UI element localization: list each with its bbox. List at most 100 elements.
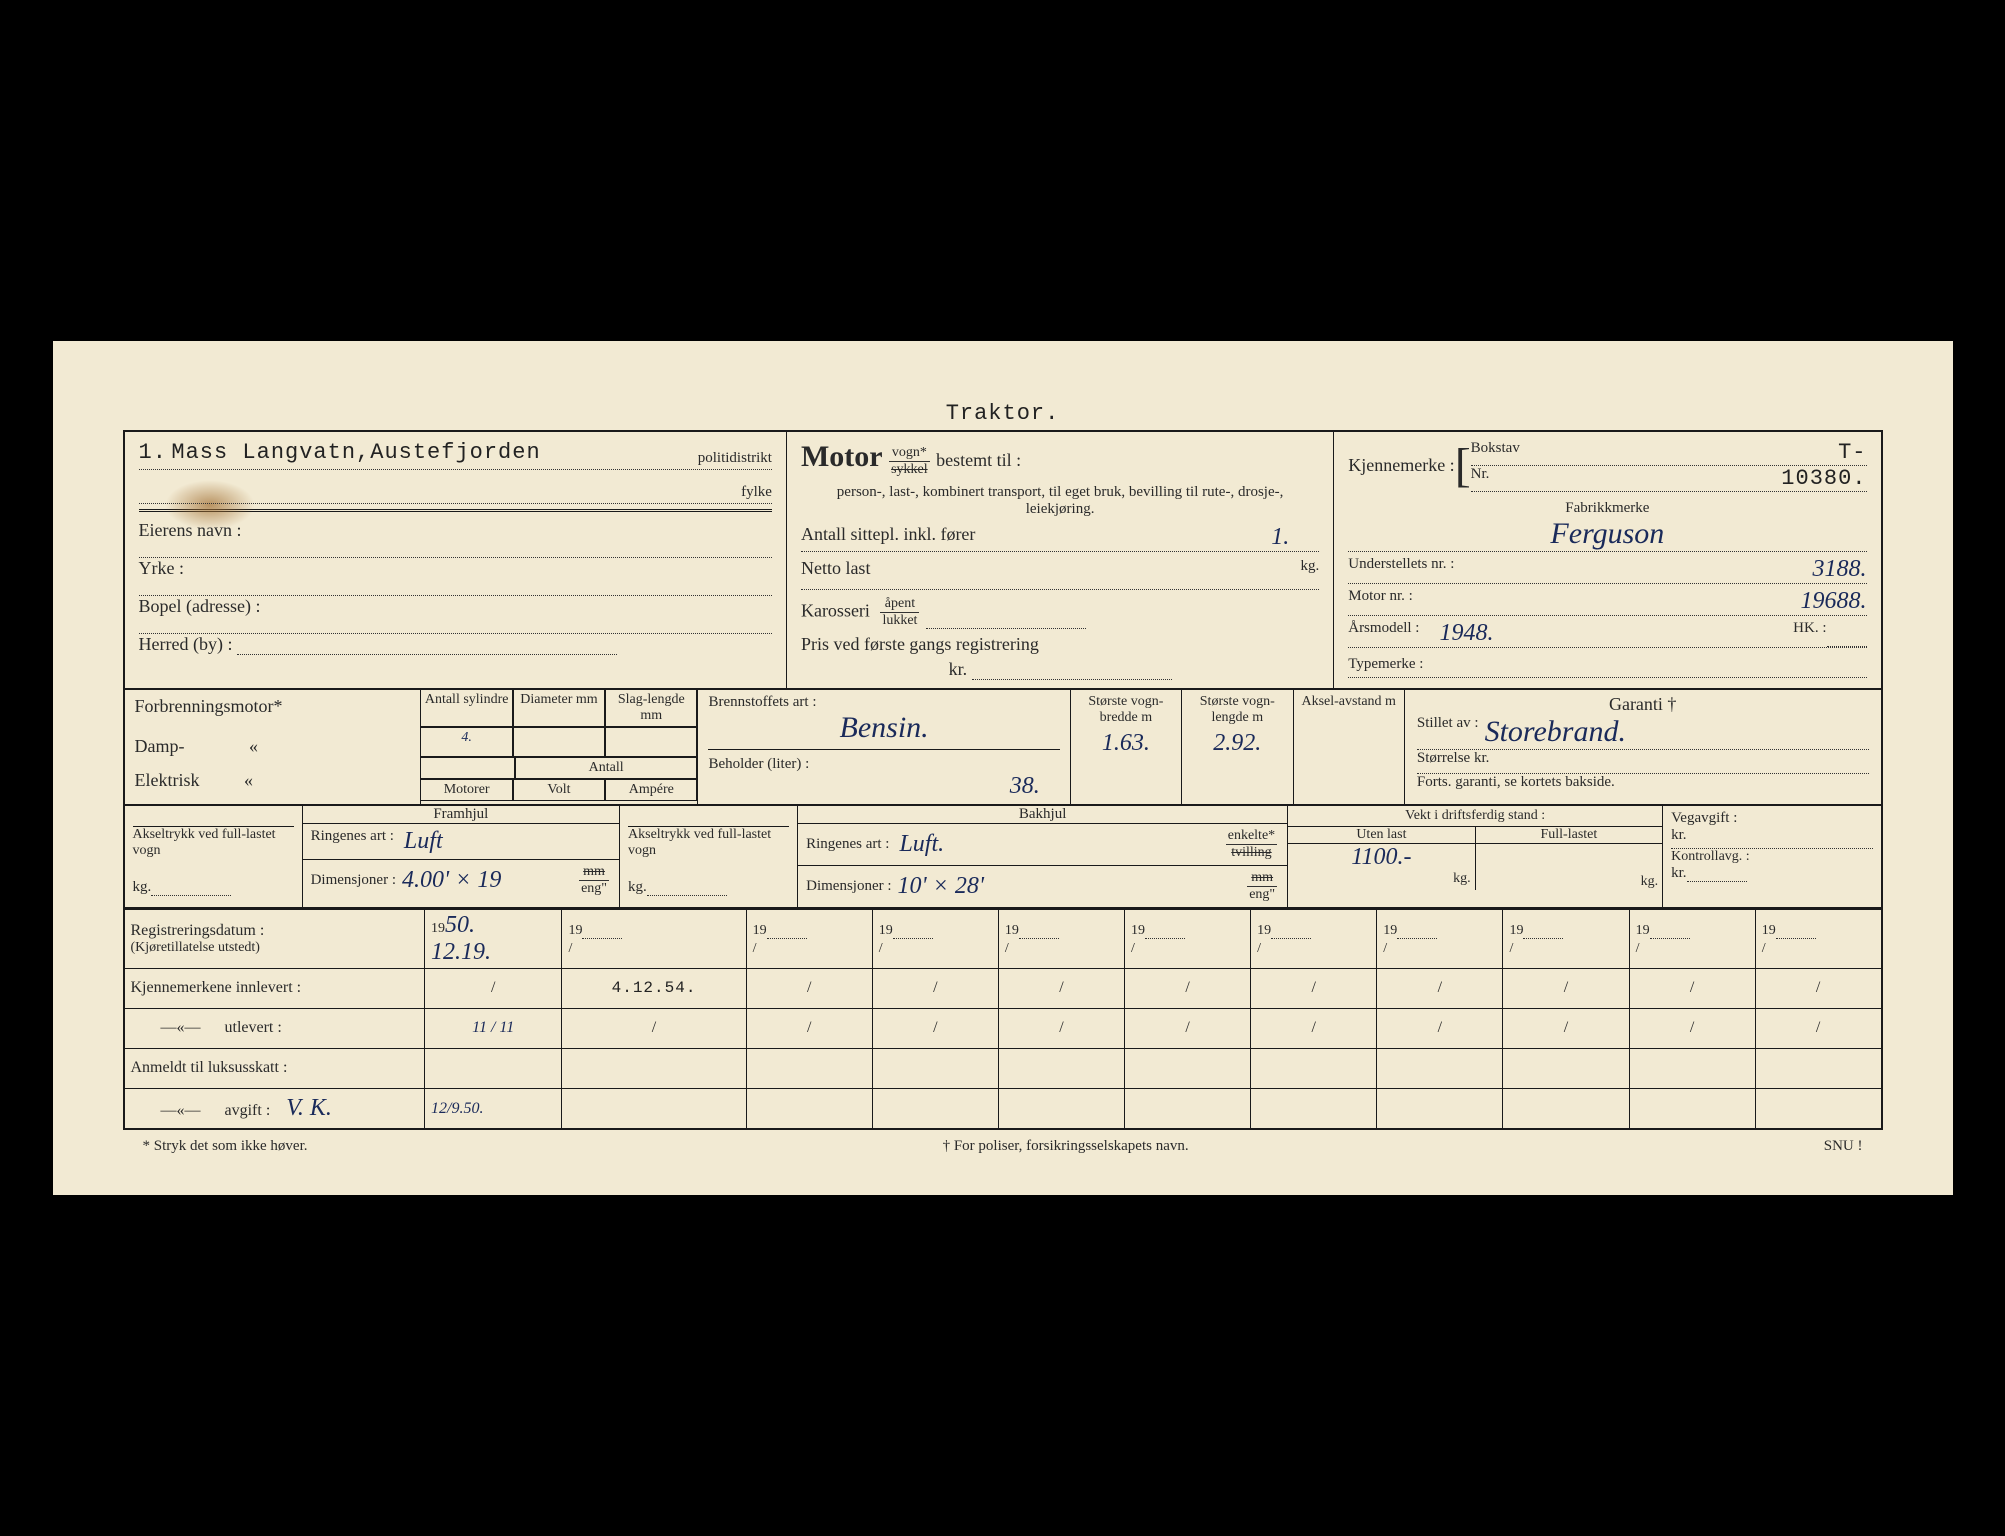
- bokstav-value: T-: [1838, 440, 1866, 465]
- typemerke-label: Typemerke :: [1348, 656, 1423, 672]
- antall-label: Antall: [515, 758, 698, 779]
- utlevert-label: utlevert :: [225, 1019, 282, 1036]
- form-outline: 1. Mass Langvatn,Austefjorden politidist…: [123, 430, 1883, 1131]
- uten-last-label: Uten last: [1288, 827, 1474, 844]
- ringenes-art-b-value: Luft.: [899, 831, 944, 858]
- engine-section: Forbrenningsmotor* Damp- « Elektrisk « A…: [125, 690, 1881, 806]
- garanti-label: Garanti †: [1417, 694, 1869, 715]
- table-row: Anmeldt til luksusskatt :: [125, 1048, 1881, 1088]
- avgift-v2: 12/9.50.: [425, 1088, 562, 1128]
- motorer-label: Motorer: [421, 780, 512, 801]
- akseltrykk-label-f: Akseltrykk ved full-lastet vogn: [133, 827, 294, 859]
- beholder-label: Beholder (liter) :: [708, 756, 809, 772]
- vogn-label: vogn*: [889, 445, 930, 462]
- kontrollavg-label: Kontrollavg. :: [1671, 849, 1872, 865]
- pris-label: Pris ved første gangs registrering: [801, 634, 1319, 655]
- reg-year-1: 50.: [445, 912, 475, 938]
- motornr-label: Motor nr. :: [1348, 588, 1413, 615]
- antall-sitt-label: Antall sittepl. inkl. fører: [801, 524, 975, 544]
- understell-label: Understellets nr. :: [1348, 556, 1454, 583]
- storrelse-label: Størrelse kr.: [1417, 750, 1869, 774]
- stillet-label: Stillet av :: [1417, 715, 1479, 749]
- yrke-label: Yrke :: [139, 558, 184, 578]
- motor-title: Motor: [801, 440, 883, 473]
- aarsmodell-value: 1948.: [1439, 620, 1493, 647]
- eier-label: Eierens navn :: [139, 520, 242, 540]
- fabrikkmerke-label: Fabrikkmerke: [1348, 500, 1866, 517]
- wheels-section: Akseltrykk ved full-lastet vogn kg. Fram…: [125, 806, 1881, 909]
- kjennemerke-label: Kjennemerke :: [1348, 455, 1454, 476]
- stillet-value: Storebrand.: [1485, 715, 1626, 749]
- vegavgift-label: Vegavgift :: [1671, 810, 1872, 827]
- dim-f-label: Dimensjoner :: [311, 872, 396, 889]
- aapent-label: åpent: [880, 596, 919, 613]
- brennstoff-value: Bensin.: [708, 711, 1059, 745]
- bopel-label: Bopel (adresse) :: [139, 596, 261, 616]
- anmeldt-label: Anmeldt til luksusskatt :: [125, 1048, 425, 1088]
- lengde-value: 2.92.: [1182, 730, 1292, 757]
- dates-table: Registreringsdatum : (Kjøretillatelse ut…: [125, 909, 1881, 1129]
- antall-syl-label: Antall sylindre: [421, 690, 512, 727]
- framhjul-label: Framhjul: [303, 806, 619, 824]
- full-lastet-label: Full-lastet: [1476, 827, 1662, 844]
- reg-date-1: 12.19.: [431, 939, 491, 965]
- top-section: 1. Mass Langvatn,Austefjorden politidist…: [125, 432, 1881, 690]
- kjennemerke-innlevert-value: 4.12.54.: [562, 968, 746, 1008]
- beholder-value: 38.: [708, 773, 1059, 800]
- dim-f-value: 4.00' × 19: [402, 867, 501, 894]
- akseltrykk-label-b: Akseltrykk ved full-lastet vogn: [628, 827, 789, 859]
- slaglengde-label: Slag-lengde mm: [605, 690, 697, 727]
- hk-label: HK. :: [1793, 620, 1826, 647]
- aarsmodell-label: Årsmodell :: [1348, 620, 1419, 647]
- utlevert-value: 11 / 11: [425, 1008, 562, 1048]
- ringenes-art-b-label: Ringenes art :: [806, 836, 889, 853]
- purpose-desc: person-, last-, kombinert transport, til…: [801, 484, 1319, 518]
- registration-section: Kjennemerke : [ Bokstav T- Nr. 10380. Fa…: [1334, 432, 1880, 688]
- registration-card: Traktor. 1. Mass Langvatn,Austefjorden p…: [53, 341, 1953, 1196]
- ringenes-art-f-label: Ringenes art :: [311, 828, 394, 855]
- kjennemerke-innlevert-label: Kjennemerkene innlevert :: [125, 968, 425, 1008]
- netto-unit: kg.: [1300, 558, 1319, 575]
- karosseri-label: Karosseri: [801, 601, 870, 621]
- politidistrikt-label: politidistrikt: [698, 450, 772, 467]
- sykkel-label: sykkel: [889, 462, 930, 478]
- antall-syl-value: 4.: [421, 728, 512, 757]
- diameter-label: Diameter mm: [513, 690, 605, 727]
- motor-section: Motor vogn* sykkel bestemt til : person-…: [787, 432, 1334, 688]
- vekt-label: Vekt i driftsferdig stand :: [1288, 806, 1662, 827]
- fabrikkmerke-value: Ferguson: [1348, 517, 1866, 552]
- header-vehicle-type: Traktor.: [123, 401, 1883, 426]
- table-row: Registreringsdatum : (Kjøretillatelse ut…: [125, 909, 1881, 968]
- table-row: —«— utlevert : 11 / 11 / / / / / / / / /…: [125, 1008, 1881, 1048]
- bredde-label: Største vogn-bredde m: [1071, 690, 1181, 730]
- elektrisk-label: Elektrisk: [135, 770, 200, 790]
- ampere-label: Ampére: [605, 780, 697, 801]
- dim-b-value: 10' × 28': [898, 873, 984, 900]
- lukket-label: lukket: [880, 613, 919, 629]
- avgift-label: avgift :: [225, 1102, 271, 1119]
- bakhjul-label: Bakhjul: [798, 806, 1287, 824]
- footnote-mid: † For poliser, forsikringsselskapets nav…: [943, 1138, 1189, 1155]
- kr-label: kr.: [949, 659, 968, 679]
- registreringsdatum-label: Registreringsdatum :: [131, 922, 419, 940]
- bredde-value: 1.63.: [1071, 730, 1181, 757]
- volt-label: Volt: [513, 780, 605, 801]
- table-row: —«— avgift : V. K. 12/9.50.: [125, 1088, 1881, 1128]
- damp-label: Damp-: [135, 736, 185, 756]
- fylke-label: fylke: [741, 484, 772, 501]
- footer: * Stryk det som ikke høver. † For polise…: [123, 1130, 1883, 1155]
- nr-label: Nr.: [1471, 466, 1490, 491]
- forts-garanti-label: Forts. garanti, se kortets bakside.: [1417, 774, 1869, 791]
- owner-section: 1. Mass Langvatn,Austefjorden politidist…: [125, 432, 787, 688]
- owner-name: Mass Langvatn,Austefjorden: [171, 440, 540, 465]
- ringenes-art-f-value: Luft: [404, 828, 443, 855]
- registreringsdatum-sub: (Kjøretillatelse utstedt): [131, 940, 419, 956]
- nr-value: 10380.: [1781, 466, 1866, 491]
- forbrenningsmotor-label: Forbrenningsmotor*: [135, 696, 411, 736]
- bokstav-label: Bokstav: [1471, 440, 1520, 465]
- owner-number: 1.: [139, 440, 167, 465]
- footnote-left: * Stryk det som ikke høver.: [143, 1138, 308, 1155]
- footnote-right: SNU !: [1824, 1138, 1863, 1155]
- dim-b-label: Dimensjoner :: [806, 878, 891, 895]
- understell-value: 3188.: [1813, 556, 1867, 583]
